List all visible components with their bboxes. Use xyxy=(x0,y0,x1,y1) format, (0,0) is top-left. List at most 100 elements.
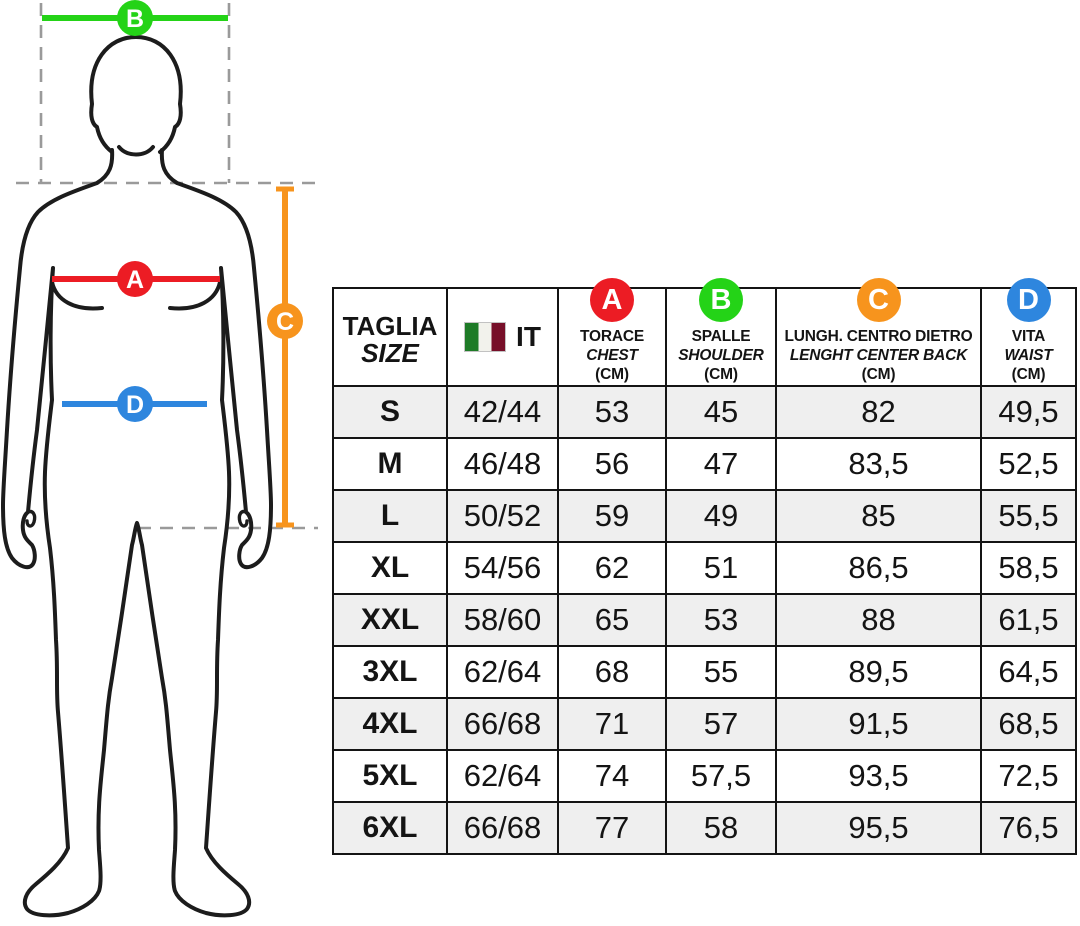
waist-cell: 61,5 xyxy=(980,593,1077,647)
size-table-body: S 42/44 53 45 82 49,5 M 46/48 56 47 83,5… xyxy=(332,385,1077,855)
shoulder-cell: 45 xyxy=(665,385,777,439)
left-finger-curl xyxy=(25,509,37,528)
back-length-cell: 82 xyxy=(775,385,982,439)
right-chest-line xyxy=(168,280,222,311)
chest-cell: 56 xyxy=(557,437,667,491)
chest-badge-a: A xyxy=(117,261,153,297)
chest-cell: 59 xyxy=(557,489,667,543)
size-row-L: L 50/52 59 49 85 55,5 xyxy=(332,489,1077,543)
left-chest-line xyxy=(50,280,104,311)
it-size-cell: 54/56 xyxy=(446,541,559,595)
right-finger-curl xyxy=(237,509,249,528)
waist-badge-d: D xyxy=(1006,278,1051,322)
shoulder-cell: 57,5 xyxy=(665,749,777,803)
body-outline xyxy=(1,148,273,918)
shoulder-unit-label: (CM) xyxy=(704,366,738,383)
size-table-header: TAGLIA SIZE IT A TORACE CHEST (CM) xyxy=(332,278,1077,387)
shoulder-cell: 55 xyxy=(665,645,777,699)
head-outline xyxy=(89,35,183,154)
badge-a-letter: A xyxy=(126,266,144,294)
country-code-label: IT xyxy=(516,321,541,352)
it-size-cell: 66/68 xyxy=(446,801,559,855)
back-length-cell: 85 xyxy=(775,489,982,543)
waist-cell: 49,5 xyxy=(980,385,1077,439)
header-taglia-label: TAGLIA xyxy=(342,311,438,341)
size-row-M: M 46/48 56 47 83,5 52,5 xyxy=(332,437,1077,491)
shoulder-cell: 49 xyxy=(665,489,777,543)
header-chest-column: A TORACE CHEST (CM) xyxy=(557,278,667,387)
italy-flag-icon xyxy=(464,322,507,352)
size-cell: XL xyxy=(332,541,448,595)
chest-badge-a: A xyxy=(590,278,634,322)
chest-cell: 53 xyxy=(557,385,667,439)
shoulder-badge-b: B xyxy=(117,0,153,36)
chest-cell: 62 xyxy=(557,541,667,595)
size-cell: 4XL xyxy=(332,697,448,751)
size-cell: 5XL xyxy=(332,749,448,803)
size-row-4XL: 4XL 66/68 71 57 91,5 68,5 xyxy=(332,697,1077,751)
back-length-cell: 89,5 xyxy=(775,645,982,699)
back-length-cell: 91,5 xyxy=(775,697,982,751)
shoulder-label-it: SPALLE xyxy=(691,328,751,345)
back-length-label-it: LUNGH. CENTRO DIETRO xyxy=(784,328,973,345)
size-cell: M xyxy=(332,437,448,491)
size-cell: 6XL xyxy=(332,801,448,855)
waist-label-it: VITA xyxy=(1011,328,1046,345)
back-length-unit-label: (CM) xyxy=(861,366,896,383)
body-measurement-diagram: B A C D xyxy=(1,0,318,918)
it-size-cell: 42/44 xyxy=(446,385,559,439)
shoulder-label-en: SHOULDER xyxy=(678,347,764,364)
size-cell: S xyxy=(332,385,448,439)
it-size-cell: 66/68 xyxy=(446,697,559,751)
size-row-5XL: 5XL 62/64 74 57,5 93,5 72,5 xyxy=(332,749,1077,803)
chest-cell: 65 xyxy=(557,593,667,647)
it-size-cell: 62/64 xyxy=(446,645,559,699)
chin-line xyxy=(117,145,155,157)
shoulder-cell: 47 xyxy=(665,437,777,491)
waist-cell: 72,5 xyxy=(980,749,1077,803)
waist-cell: 64,5 xyxy=(980,645,1077,699)
waist-cell: 76,5 xyxy=(980,801,1077,855)
chest-label-it: TORACE xyxy=(580,328,644,345)
size-row-6XL: 6XL 66/68 77 58 95,5 76,5 xyxy=(332,801,1077,855)
it-size-cell: 50/52 xyxy=(446,489,559,543)
shoulder-cell: 51 xyxy=(665,541,777,595)
back-length-cell: 93,5 xyxy=(775,749,982,803)
shoulder-cell: 53 xyxy=(665,593,777,647)
chest-cell: 71 xyxy=(557,697,667,751)
guide-lines xyxy=(16,3,318,530)
size-chart-table: TAGLIA SIZE IT A TORACE CHEST (CM) xyxy=(332,278,1077,855)
chest-label-en: CHEST xyxy=(586,347,638,364)
waist-cell: 68,5 xyxy=(980,697,1077,751)
chest-cell: 68 xyxy=(557,645,667,699)
size-cell: 3XL xyxy=(332,645,448,699)
shoulder-cell: 58 xyxy=(665,801,777,855)
back-length-cell: 83,5 xyxy=(775,437,982,491)
back-length-badge-c: C xyxy=(267,303,303,339)
back-length-label-en: LENGHT CENTER BACK xyxy=(789,347,968,364)
waist-cell: 52,5 xyxy=(980,437,1077,491)
badge-b-letter: B xyxy=(126,5,144,33)
waist-cell: 55,5 xyxy=(980,489,1077,543)
header-size-column: TAGLIA SIZE xyxy=(332,287,448,387)
header-shoulder-column: B SPALLE SHOULDER (CM) xyxy=(665,278,777,387)
header-back-length-column: C LUNGH. CENTRO DIETRO LENGHT CENTER BAC… xyxy=(775,278,982,387)
it-size-cell: 58/60 xyxy=(446,593,559,647)
size-cell: L xyxy=(332,489,448,543)
waist-unit-label: (CM) xyxy=(1011,366,1046,383)
size-row-XXL: XXL 58/60 65 53 88 61,5 xyxy=(332,593,1077,647)
back-length-badge-c: C xyxy=(856,278,901,322)
it-size-cell: 62/64 xyxy=(446,749,559,803)
header-size-label: SIZE xyxy=(361,338,419,368)
back-length-cell: 95,5 xyxy=(775,801,982,855)
size-row-XL: XL 54/56 62 51 86,5 58,5 xyxy=(332,541,1077,595)
header-waist-column: D VITA WAIST (CM) xyxy=(980,278,1077,387)
waist-cell: 58,5 xyxy=(980,541,1077,595)
waist-badge-d: D xyxy=(117,386,153,422)
figure-badges: B A C D xyxy=(117,0,303,422)
shoulder-badge-b: B xyxy=(699,278,743,322)
badge-d-letter: D xyxy=(126,391,144,419)
back-length-cell: 88 xyxy=(775,593,982,647)
chest-cell: 77 xyxy=(557,801,667,855)
